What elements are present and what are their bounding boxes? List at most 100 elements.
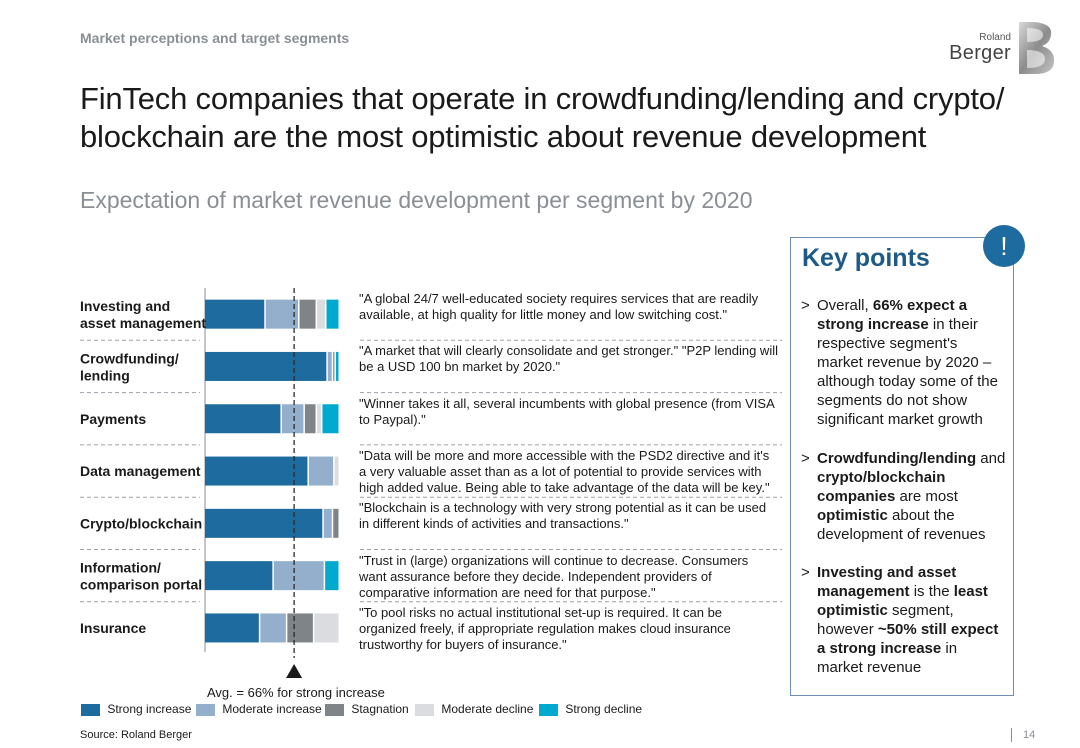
legend-label: Strong decline (565, 702, 643, 716)
quote-box: "Data will be more and more accessible w… (359, 447, 770, 495)
key-point-3: > Investing and asset management is the … (801, 563, 1006, 677)
bar-segment-strong-decline (326, 299, 339, 329)
quote-box: "A global 24/7 well-educated society req… (359, 291, 759, 322)
legend-swatch (81, 703, 100, 716)
bullet-chevron-icon: > (801, 450, 810, 467)
bar-segment-strong-decline (335, 351, 339, 381)
bar-segment-moderate-increase (281, 404, 304, 434)
key-point-1: > Overall, 66% expect a strong increase … (801, 296, 1006, 429)
category-label: Crowdfunding/lending (80, 350, 179, 383)
legend-item-strong-increase: Strong increase (81, 702, 191, 716)
key-point-text: Investing and asset management is the le… (817, 563, 1006, 677)
bar-segment-moderate-increase (327, 351, 332, 381)
legend-item-stagnation: Stagnation (325, 702, 409, 716)
bar-segment-moderate-increase (308, 456, 334, 486)
segment-quote: "Data will be more and more accessible w… (359, 447, 770, 495)
category-label: Investing and asset management (80, 298, 206, 331)
category-label: Insurance (80, 620, 146, 636)
category-label: Data management (80, 463, 201, 479)
page-number: 14 (1023, 729, 1036, 741)
chart-subtitle: Expectation of market revenue developmen… (80, 187, 753, 213)
legend-swatch (539, 703, 558, 716)
segment-quote: "Trust in (large) organizations will con… (359, 552, 749, 600)
key-points-title: Key points (802, 244, 930, 272)
legend-swatch (325, 703, 344, 716)
bar-segment-stagnation (287, 613, 313, 643)
bar-segment-strong-increase (205, 508, 323, 538)
segment-quote: "A global 24/7 well-educated society req… (359, 291, 759, 322)
legend-label: Moderate decline (441, 702, 534, 716)
segment-quote: "To pool risks no actual institutional s… (359, 604, 731, 652)
segment-quote: "Blockchain is a technology with very st… (359, 500, 767, 532)
key-point-emphasis: optimistic (817, 507, 888, 524)
average-marker-triangle-icon (286, 664, 303, 678)
category-label: Crypto/blockchain (80, 515, 202, 531)
segment-quote: "A market that will clearly consolidate … (359, 343, 778, 375)
key-point-emphasis: Crowdfunding/lending (817, 450, 977, 467)
category-label: Payments (80, 411, 146, 427)
legend-label: Moderate increase (222, 702, 322, 716)
key-points-top-border (790, 237, 988, 238)
page-number-divider (1011, 728, 1012, 742)
bar-segment-moderate-decline (317, 299, 325, 329)
quote-box: "Trust in (large) organizations will con… (359, 552, 749, 600)
bar-segment-stagnation (333, 508, 339, 538)
key-point-emphasis: 66% expect a strong increase (817, 297, 968, 333)
legend-item-strong-decline: Strong decline (539, 702, 642, 716)
quote-box: "Blockchain is a technology with very st… (359, 500, 767, 532)
logo-text-large: Berger (949, 42, 1011, 64)
legend-label: Strong increase (107, 702, 192, 716)
logo-b-mark-icon (1019, 22, 1055, 74)
section-label: Market perceptions and target segments (80, 30, 350, 46)
segment-quote: "Winner takes it all, several incumbents… (359, 395, 775, 427)
bar-segment-moderate-decline (317, 404, 321, 434)
bar-segment-moderate-increase (323, 508, 332, 538)
bar-segment-moderate-decline (314, 613, 339, 643)
bar-segment-strong-increase (205, 456, 308, 486)
bar-segment-stagnation (299, 299, 316, 329)
quote-box: "A market that will clearly consolidate … (359, 343, 778, 375)
key-point-run: and (976, 450, 1006, 467)
key-points-panel (790, 237, 1014, 696)
average-label: Avg. = 66% for strong increase (207, 685, 385, 700)
roland-berger-logo: Roland Berger (945, 20, 1057, 76)
key-point-run: in market revenue (817, 640, 958, 676)
bar-segment-strong-decline (325, 561, 339, 591)
bar-segment-moderate-decline (334, 456, 339, 486)
logo-text-small: Roland (979, 32, 1011, 43)
bar-segment-stagnation (333, 351, 335, 381)
key-point-2: > Crowdfunding/lending and crypto/blockc… (801, 449, 1006, 544)
exclamation-icon: ! (983, 225, 1025, 267)
bar-segment-stagnation (304, 404, 316, 434)
bar-segment-moderate-increase (273, 561, 324, 591)
key-point-emphasis: ~50% still expect a strong increase (817, 621, 999, 657)
key-point-run: is the (909, 583, 954, 600)
bar-segment-strong-increase (205, 613, 259, 643)
key-point-emphasis: Investing and asset management (817, 564, 957, 600)
category-label: Information/comparison portal (80, 560, 202, 593)
bullet-chevron-icon: > (801, 564, 810, 581)
key-point-emphasis: crypto/blockchain companies (817, 469, 946, 505)
legend-item-moderate-increase: Moderate increase (196, 702, 322, 716)
bar-segment-strong-increase (205, 299, 265, 329)
key-point-run: about the development of revenues (817, 507, 986, 543)
source-note: Source: Roland Berger (80, 729, 192, 741)
bullet-chevron-icon: > (801, 297, 810, 314)
page-title: FinTech companies that operate in crowdf… (80, 81, 1005, 154)
bar-segment-moderate-increase (260, 613, 286, 643)
bar-segment-moderate-increase (265, 299, 298, 329)
quote-box: "To pool risks no actual institutional s… (359, 604, 731, 652)
legend-label: Stagnation (351, 702, 409, 716)
legend-item-moderate-decline: Moderate decline (415, 702, 533, 716)
legend-swatch (415, 703, 434, 716)
bar-segment-strong-decline (322, 404, 339, 434)
quote-box: "Winner takes it all, several incumbents… (359, 395, 775, 427)
bar-segment-strong-increase (205, 351, 327, 381)
legend-swatch (196, 703, 215, 716)
key-point-text: Crowdfunding/lending and crypto/blockcha… (817, 449, 1006, 544)
bar-segment-strong-increase (205, 561, 273, 591)
key-point-emphasis: least optimistic (817, 583, 988, 619)
key-point-run: are most (895, 488, 958, 505)
key-point-run: Overall, (817, 297, 873, 314)
